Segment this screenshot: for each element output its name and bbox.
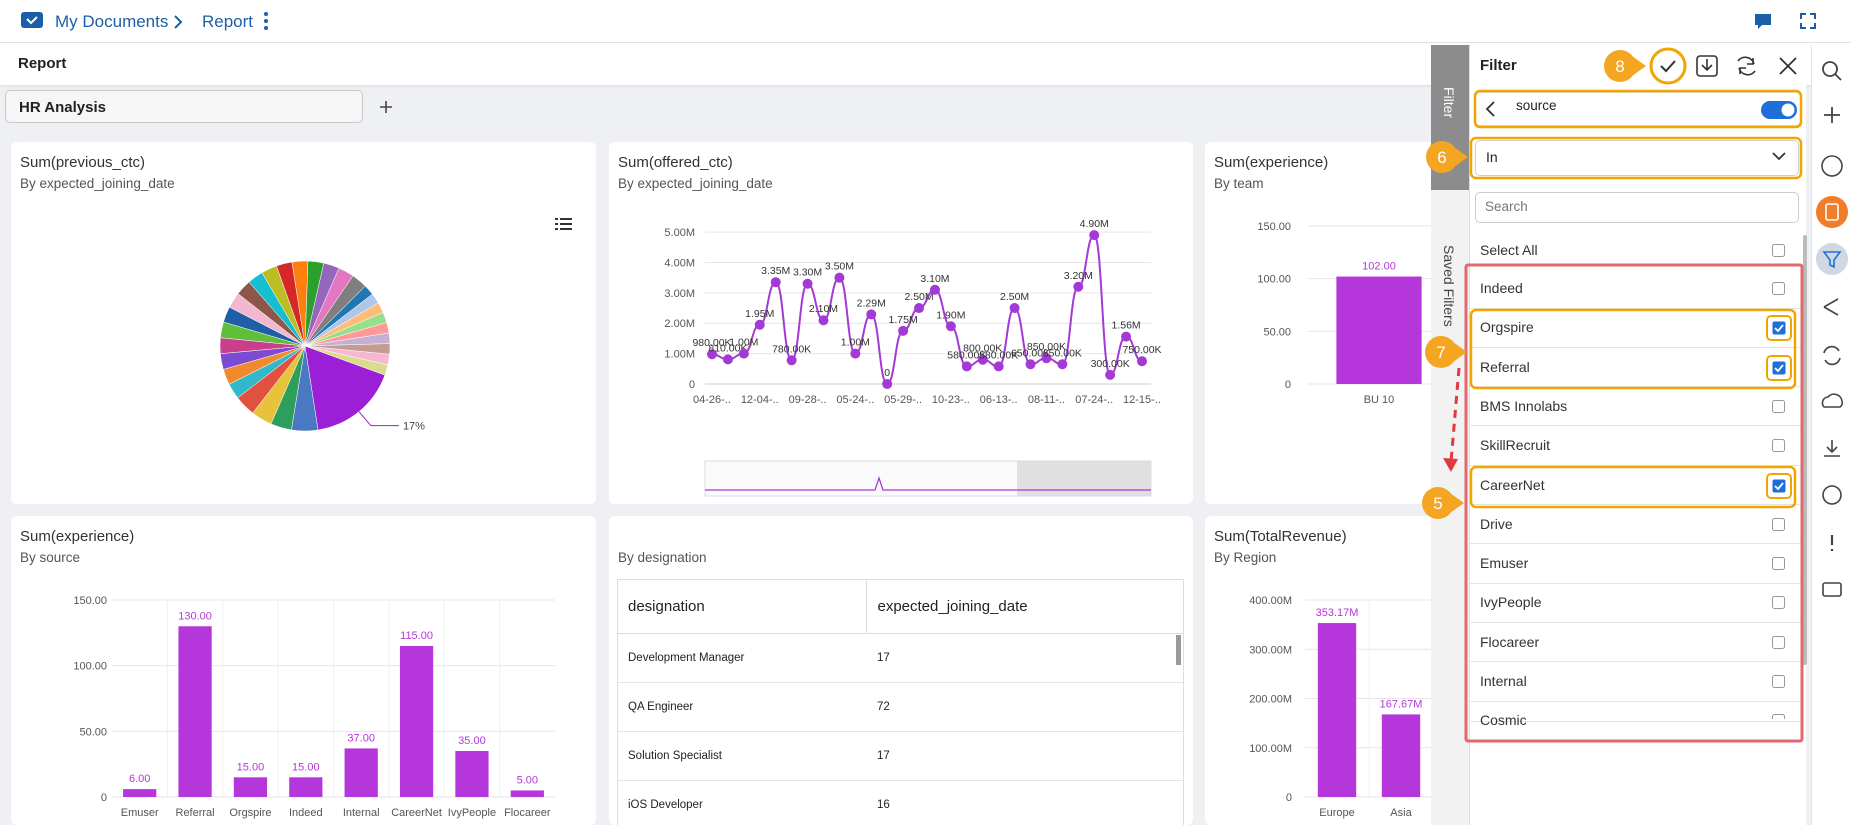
arrow — [1451, 368, 1459, 462]
toggle-highlight — [1475, 91, 1801, 127]
sync-icon[interactable] — [1824, 347, 1840, 365]
list-highlight — [1466, 265, 1802, 741]
callout-number: 5 — [1433, 494, 1442, 513]
selection-highlight — [1471, 310, 1795, 388]
palette-icon[interactable] — [1823, 486, 1841, 504]
operator-highlight — [1471, 138, 1801, 178]
share-icon[interactable] — [1824, 299, 1838, 315]
callout-number: 6 — [1437, 148, 1446, 167]
callout-number: 8 — [1615, 57, 1624, 76]
add-icon[interactable] — [1824, 107, 1840, 123]
widget-icon[interactable] — [1816, 196, 1848, 228]
notes-icon[interactable] — [1823, 583, 1841, 596]
download-icon[interactable] — [1824, 440, 1840, 456]
right-sidebar — [1811, 45, 1851, 825]
selection-highlight — [1471, 467, 1795, 507]
filter-icon[interactable] — [1816, 243, 1848, 275]
callout-number: 7 — [1436, 343, 1445, 362]
arrow-head — [1443, 458, 1458, 472]
cloud-icon[interactable] — [1822, 394, 1842, 407]
ai-icon[interactable] — [1822, 156, 1842, 176]
search-icon[interactable] — [1823, 62, 1837, 76]
